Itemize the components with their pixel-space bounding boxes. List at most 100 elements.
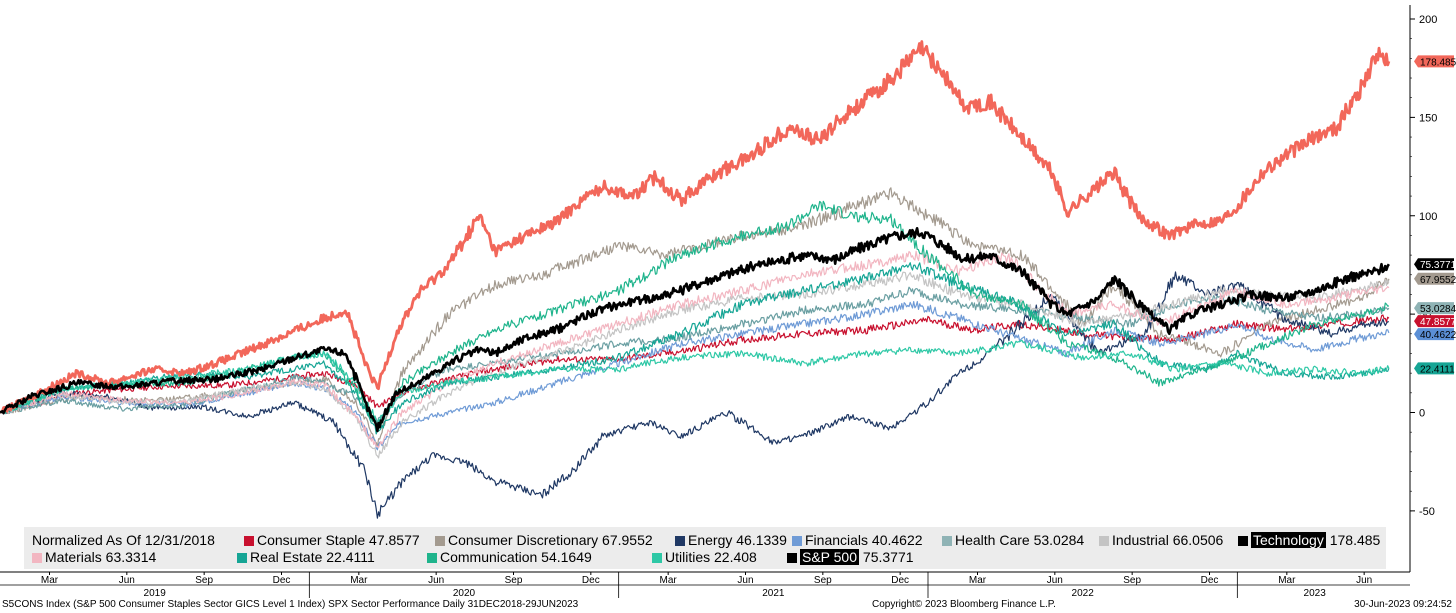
legend-item-consumer-staple: Consumer Staple 47.8577	[244, 532, 420, 548]
x-year-label: 2020	[453, 588, 476, 599]
legend-value: 22.408	[710, 549, 757, 565]
legend-value: 47.8577	[365, 532, 420, 548]
legend-value: 63.3314	[101, 549, 157, 565]
legend-label: S&P 500	[800, 549, 860, 565]
x-tick-label: Mar	[969, 575, 987, 586]
legend-swatch	[244, 536, 254, 546]
legend-swatch	[237, 553, 247, 563]
legend-label: Real Estate	[250, 549, 323, 565]
series-line-health-care	[0, 286, 1390, 424]
x-tick-label: Mar	[660, 575, 678, 586]
series-lines	[0, 40, 1391, 519]
footer-index-description: S5CONS Index (S&P 500 Consumer Staples S…	[2, 599, 579, 610]
x-tick-label: Dec	[891, 575, 909, 586]
legend-value: 53.0284	[1029, 532, 1085, 548]
legend-label: Utilities	[665, 549, 711, 565]
legend-item-materials: Materials 63.3314	[32, 549, 156, 565]
last-value-tags: 178.485 75.3771 67.9552 53.0284 47.8577 40.46…	[1414, 55, 1456, 375]
last-value-tag-text: 53.0284	[1420, 304, 1456, 315]
legend-swatch	[1099, 536, 1109, 546]
legend-item-energy: Energy 46.1339	[675, 532, 787, 548]
legend-item-technology: Technology 178.485	[1238, 532, 1380, 548]
series-line-consumer-discretionary	[0, 187, 1390, 448]
x-tick-label: Mar	[350, 575, 368, 586]
last-value-tag	[1414, 272, 1454, 285]
legend-value: 22.4111	[322, 549, 375, 565]
legend-swatch	[435, 536, 445, 546]
legend-item-s-p-500: S&P 500 75.3771	[787, 549, 914, 565]
last-value-tag-text: 40.4622	[1420, 330, 1456, 341]
y-tick-label: 150	[1419, 112, 1437, 124]
series-line-utilities	[0, 339, 1390, 427]
legend-label: Energy	[688, 532, 733, 548]
legend-item-industrial: Industrial 66.0506	[1099, 532, 1223, 548]
legend-label: Communication	[440, 549, 538, 565]
last-value-tag-text: 75.3771	[1420, 260, 1456, 271]
x-tick-label: Sep	[814, 575, 832, 586]
series-line-consumer-staple	[0, 314, 1390, 414]
legend-label: Industrial	[1112, 532, 1169, 548]
legend: Normalized As Of 12/31/2018 Consumer Stap…	[24, 527, 1386, 569]
legend-swatch	[675, 536, 685, 546]
x-tick-label: Sep	[505, 575, 523, 586]
series-line-technology	[0, 40, 1391, 414]
x-tick-label: Jun	[428, 575, 444, 586]
legend-swatch	[787, 553, 797, 563]
x-tick-label: Dec	[273, 575, 291, 586]
legend-label: Financials	[805, 532, 869, 548]
legend-value: 54.1649	[537, 549, 592, 565]
footer-copyright: Copyright© 2023 Bloomberg Finance L.P.	[872, 599, 1056, 610]
legend-label: Normalized As Of 12/31/2018	[32, 532, 215, 548]
legend-value: 75.3771	[859, 549, 914, 565]
series-line-materials	[0, 250, 1390, 449]
footer-timestamp: 30-Jun-2023 09:24:52	[1354, 599, 1452, 610]
legend-value: 40.4622	[868, 532, 923, 548]
x-tick-label: Mar	[1278, 575, 1296, 586]
legend-item-real-estate: Real Estate 22.4111	[237, 549, 375, 565]
legend-swatch	[652, 553, 662, 563]
legend-swatch	[1238, 536, 1248, 546]
last-value-tag-text: 67.9552	[1420, 275, 1456, 286]
legend-value: 66.0506	[1168, 532, 1224, 548]
y-tick-label: -50	[1419, 506, 1435, 518]
y-tick-label: 100	[1419, 211, 1437, 223]
last-value-tag	[1414, 362, 1454, 375]
legend-value: 46.1339	[732, 532, 787, 548]
series-line-s-p-500	[0, 227, 1390, 433]
x-tick-label: Mar	[41, 575, 59, 586]
series-line-industrial	[0, 271, 1390, 459]
x-axis: Mar Jun Sep Dec Mar Jun Sep Dec Mar Jun Sep Dec Mar J…	[0, 571, 1410, 599]
x-tick-label: Jun	[1356, 575, 1372, 586]
y-tick-label: 200	[1419, 14, 1437, 26]
legend-item-consumer-discretionary: Consumer Discretionary 67.9552	[435, 532, 653, 548]
legend-item-health-care: Health Care 53.0284	[942, 532, 1084, 548]
x-year-label: 2022	[1072, 588, 1095, 599]
legend-label: Materials	[45, 549, 102, 565]
last-value-tag-text: 178.485	[1420, 57, 1456, 68]
x-tick-label: Sep	[195, 575, 213, 586]
legend-item-communication: Communication 54.1649	[427, 549, 592, 565]
last-value-tag	[1414, 328, 1454, 341]
legend-item-financials: Financials 40.4622	[792, 532, 923, 548]
x-tick-label: Sep	[1123, 575, 1141, 586]
legend-value: 178.485	[1325, 532, 1381, 548]
last-value-tag	[1414, 302, 1454, 315]
series-line-financials	[0, 301, 1390, 451]
x-tick-label: Jun	[1047, 575, 1063, 586]
x-year-label: 2021	[762, 588, 785, 599]
legend-label: Health Care	[955, 532, 1030, 548]
x-year-label: 2023	[1304, 588, 1327, 599]
legend-label: Consumer Discretionary	[448, 532, 599, 548]
x-tick-label: Dec	[1201, 575, 1219, 586]
legend-swatch	[32, 553, 42, 563]
series-line-energy	[0, 271, 1389, 519]
last-value-tag	[1414, 315, 1454, 328]
x-year-label: 2019	[144, 588, 167, 599]
legend-value: 67.9552	[598, 532, 653, 548]
legend-swatch	[792, 536, 802, 546]
legend-item-utilities: Utilities 22.408	[652, 549, 757, 565]
legend-swatch	[942, 536, 952, 546]
x-tick-label: Dec	[582, 575, 600, 586]
